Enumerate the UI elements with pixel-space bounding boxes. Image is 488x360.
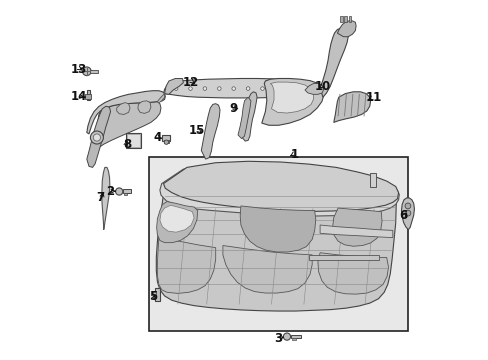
Circle shape xyxy=(217,87,221,90)
Polygon shape xyxy=(160,163,399,216)
Bar xyxy=(163,140,168,143)
Polygon shape xyxy=(317,253,387,294)
Bar xyxy=(84,94,91,99)
Bar xyxy=(291,338,295,340)
Polygon shape xyxy=(270,82,313,113)
Circle shape xyxy=(283,333,290,340)
Bar xyxy=(90,70,98,73)
Text: 9: 9 xyxy=(229,102,237,114)
Polygon shape xyxy=(156,188,396,311)
Polygon shape xyxy=(238,97,250,139)
Bar xyxy=(122,189,130,193)
Text: 12: 12 xyxy=(183,76,199,89)
Circle shape xyxy=(203,87,206,90)
Circle shape xyxy=(115,188,122,195)
Text: 11: 11 xyxy=(365,91,381,104)
Polygon shape xyxy=(337,21,355,37)
Polygon shape xyxy=(157,238,215,293)
Polygon shape xyxy=(91,102,161,151)
Text: 8: 8 xyxy=(123,138,131,151)
Circle shape xyxy=(289,87,292,90)
Polygon shape xyxy=(332,208,381,246)
Bar xyxy=(344,16,346,22)
Bar xyxy=(153,291,156,298)
Polygon shape xyxy=(164,78,183,94)
Polygon shape xyxy=(163,161,398,211)
Bar xyxy=(126,134,140,147)
Text: 6: 6 xyxy=(398,209,406,222)
Text: 1: 1 xyxy=(290,148,298,161)
Text: 15: 15 xyxy=(188,124,205,137)
Bar xyxy=(87,90,90,100)
Polygon shape xyxy=(138,101,151,113)
Polygon shape xyxy=(163,78,306,98)
Text: 4: 4 xyxy=(153,131,161,144)
Polygon shape xyxy=(320,225,392,238)
Text: 2: 2 xyxy=(106,185,114,198)
Circle shape xyxy=(404,210,410,216)
Bar xyxy=(125,133,141,148)
Text: 5: 5 xyxy=(148,291,157,303)
Polygon shape xyxy=(156,202,197,243)
Bar xyxy=(369,173,375,187)
Polygon shape xyxy=(240,206,315,252)
Circle shape xyxy=(82,67,91,76)
Circle shape xyxy=(275,87,278,90)
Circle shape xyxy=(246,87,249,90)
Bar xyxy=(309,255,379,260)
Polygon shape xyxy=(401,198,413,230)
Text: 13: 13 xyxy=(71,63,87,76)
Bar xyxy=(348,16,351,22)
Circle shape xyxy=(164,140,168,144)
Bar xyxy=(162,135,170,141)
Polygon shape xyxy=(241,92,257,141)
Text: 10: 10 xyxy=(314,80,330,93)
Circle shape xyxy=(260,87,264,90)
Circle shape xyxy=(404,203,410,209)
Circle shape xyxy=(93,134,101,141)
Polygon shape xyxy=(117,103,130,114)
Polygon shape xyxy=(261,78,323,125)
Circle shape xyxy=(174,87,178,90)
Bar xyxy=(155,288,159,301)
Polygon shape xyxy=(87,91,165,134)
Polygon shape xyxy=(102,167,110,230)
Text: 3: 3 xyxy=(274,332,282,345)
Bar xyxy=(149,157,407,331)
Polygon shape xyxy=(157,94,164,103)
Text: 14: 14 xyxy=(71,90,87,103)
Bar xyxy=(339,16,342,22)
Polygon shape xyxy=(320,28,347,97)
Polygon shape xyxy=(305,84,323,94)
Text: 7: 7 xyxy=(96,191,104,204)
Polygon shape xyxy=(201,104,220,159)
Bar xyxy=(290,335,300,338)
Polygon shape xyxy=(333,92,370,122)
Polygon shape xyxy=(87,106,110,167)
Circle shape xyxy=(90,131,103,144)
Circle shape xyxy=(231,87,235,90)
Circle shape xyxy=(188,87,192,90)
Polygon shape xyxy=(223,246,311,293)
Bar xyxy=(123,193,127,195)
Polygon shape xyxy=(160,205,194,232)
